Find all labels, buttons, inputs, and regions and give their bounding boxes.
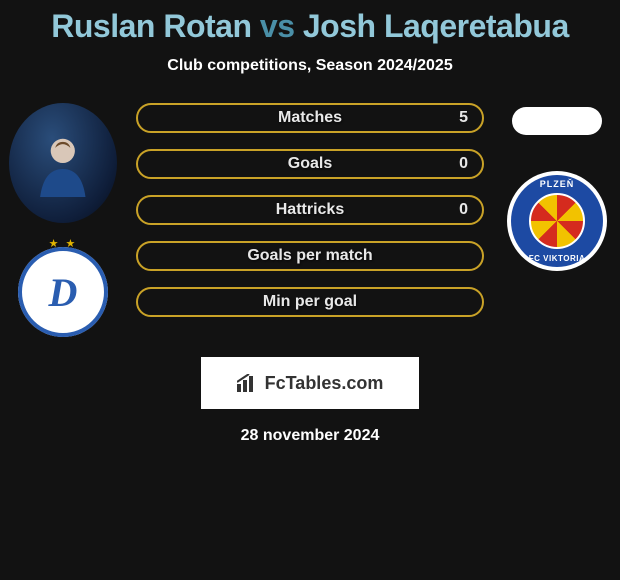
- player-silhouette-icon: [25, 121, 101, 205]
- stat-bar-gpm: Goals per match: [136, 241, 484, 271]
- chart-bars-icon: [237, 374, 259, 392]
- club1-logo: ★ ★ D: [18, 247, 108, 337]
- main-row: ★ ★ D Matches 5 Goals 0 Hattricks 0 Goal…: [0, 103, 620, 337]
- club1-letter: D: [49, 269, 78, 316]
- player1-name: Ruslan Rotan: [51, 8, 251, 44]
- club2-ring: PLZEŇ FC VIKTORIA: [511, 175, 603, 267]
- club2-ball-icon: [529, 193, 585, 249]
- vs-text: vs: [260, 8, 295, 44]
- club2-bot-text: FC VIKTORIA: [529, 254, 585, 263]
- player2-name: Josh Laqeretabua: [303, 8, 569, 44]
- subtitle: Club competitions, Season 2024/2025: [0, 57, 620, 75]
- club2-top-text: PLZEŇ: [540, 179, 575, 189]
- watermark-label: FcTables.com: [265, 373, 384, 394]
- stat-label: Matches: [278, 109, 342, 127]
- player2-photo-placeholder: [512, 107, 602, 135]
- title: Ruslan Rotan vs Josh Laqeretabua: [0, 8, 620, 45]
- stat-value-right: 5: [459, 109, 468, 127]
- stat-bar-hattricks: Hattricks 0: [136, 195, 484, 225]
- left-column: ★ ★ D: [8, 103, 118, 337]
- stat-label: Goals: [288, 155, 332, 173]
- stat-label: Min per goal: [263, 293, 357, 311]
- watermark-text: FcTables.com: [237, 373, 384, 394]
- club2-logo: PLZEŇ FC VIKTORIA: [507, 171, 607, 271]
- player1-photo: [9, 103, 117, 223]
- stat-value-right: 0: [459, 201, 468, 219]
- stat-value-right: 0: [459, 155, 468, 173]
- right-column: PLZEŇ FC VIKTORIA: [502, 103, 612, 271]
- date-text: 28 november 2024: [0, 427, 620, 445]
- stat-bar-matches: Matches 5: [136, 103, 484, 133]
- stats-column: Matches 5 Goals 0 Hattricks 0 Goals per …: [136, 103, 484, 317]
- watermark: FcTables.com: [201, 357, 419, 409]
- stat-bar-goals: Goals 0: [136, 149, 484, 179]
- infographic-root: Ruslan Rotan vs Josh Laqeretabua Club co…: [0, 0, 620, 445]
- club1-stars-icon: ★ ★: [49, 237, 78, 250]
- stat-label: Goals per match: [247, 247, 372, 265]
- stat-bar-mpg: Min per goal: [136, 287, 484, 317]
- stat-label: Hattricks: [276, 201, 344, 219]
